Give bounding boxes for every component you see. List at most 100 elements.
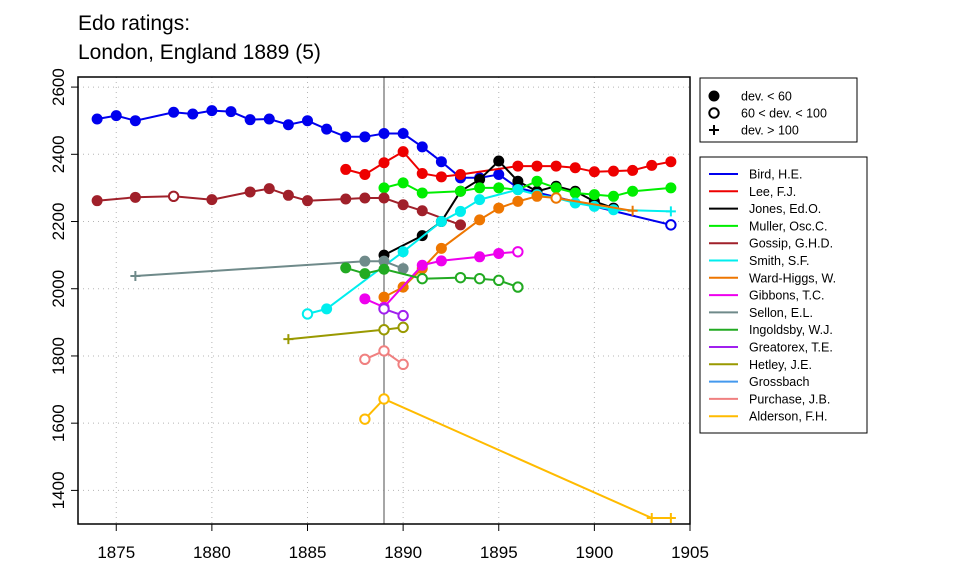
- data-point: [608, 190, 619, 202]
- data-point: [455, 205, 466, 217]
- data-point-open: [473, 272, 486, 285]
- data-point: [588, 189, 600, 201]
- series-3: [378, 175, 677, 202]
- data-point: [588, 166, 600, 178]
- data-point: [455, 185, 466, 197]
- data-point: [512, 195, 524, 207]
- data-point: [263, 183, 275, 195]
- data-point: [665, 156, 677, 168]
- y-tick-label: 2400: [49, 135, 68, 173]
- data-point: [455, 219, 466, 231]
- data-point: [321, 123, 333, 135]
- legend-entry-label: Smith, S.F.: [749, 254, 809, 268]
- data-point-plus: [627, 205, 638, 216]
- data-point: [493, 168, 505, 180]
- series-line: [345, 266, 519, 289]
- data-point: [474, 214, 486, 226]
- marker-legend-label: dev. > 100: [741, 124, 799, 138]
- x-tick-label: 1885: [289, 543, 327, 562]
- data-point-open: [397, 309, 409, 322]
- data-point: [493, 247, 505, 259]
- data-point: [627, 185, 639, 197]
- data-point: [378, 263, 390, 275]
- data-point-open: [708, 107, 720, 119]
- legend-entry-label: Purchase, J.B.: [749, 392, 830, 406]
- data-point-plus: [646, 512, 657, 523]
- data-point: [378, 182, 390, 194]
- series-14: [359, 393, 676, 523]
- data-point: [531, 190, 543, 202]
- data-point: [493, 155, 505, 167]
- data-point: [378, 127, 390, 139]
- series-line: [135, 260, 404, 277]
- data-point: [359, 131, 371, 143]
- data-point-open: [359, 353, 371, 366]
- data-point: [340, 131, 352, 143]
- data-point: [359, 168, 371, 180]
- data-point: [359, 293, 371, 305]
- y-tick-label: 1400: [49, 471, 68, 509]
- series-6: [378, 190, 638, 303]
- legend-entry-label: Lee, F.J.: [749, 185, 796, 199]
- data-point: [416, 187, 428, 199]
- data-point: [665, 182, 677, 194]
- series-13: [359, 345, 409, 371]
- marker-legend-label: dev. < 60: [741, 90, 792, 104]
- data-point: [378, 291, 390, 303]
- data-point-open: [301, 308, 314, 320]
- series-legend: Bird, H.E. Lee, F.J. Jones, Ed.O. Muller, O…: [699, 156, 868, 434]
- legend-entry-label: Ingoldsby, W.J.: [749, 323, 833, 337]
- data-point: [206, 105, 218, 117]
- x-tick-label: 1905: [671, 543, 709, 562]
- data-point: [435, 216, 447, 228]
- y-tick-label: 1800: [49, 337, 68, 375]
- data-point: [110, 110, 122, 122]
- data-point: [416, 167, 428, 179]
- data-point-open: [416, 272, 428, 285]
- data-point: [168, 106, 180, 118]
- data-point-open: [397, 358, 409, 371]
- data-point: [397, 199, 409, 211]
- data-point: [512, 184, 524, 196]
- x-tick-label: 1895: [480, 543, 518, 562]
- data-point-plus: [665, 206, 676, 217]
- legend-entry-label: Ward-Higgs, W.: [749, 271, 836, 285]
- data-point-open: [378, 393, 390, 405]
- data-point: [550, 160, 562, 172]
- data-point-open: [512, 281, 524, 293]
- data-point-plus: [130, 270, 141, 281]
- data-point: [340, 163, 352, 175]
- data-point: [493, 202, 505, 214]
- data-point: [244, 114, 256, 126]
- data-point: [531, 160, 543, 172]
- legend-entry-label: Jones, Ed.O.: [749, 202, 821, 216]
- data-point: [129, 191, 141, 203]
- x-tick-label: 1875: [97, 543, 135, 562]
- data-point: [263, 113, 275, 125]
- data-point: [91, 195, 103, 207]
- data-point-open: [378, 303, 390, 315]
- series-0: [91, 105, 677, 231]
- legend-entry-label: Muller, Osc.C.: [749, 219, 828, 233]
- data-point: [708, 90, 720, 102]
- data-point-plus: [665, 512, 676, 523]
- data-point-open: [378, 345, 390, 357]
- data-point: [531, 175, 543, 187]
- data-point: [435, 242, 447, 254]
- x-tick-label: 1900: [575, 543, 613, 562]
- data-point: [244, 186, 256, 198]
- data-point: [321, 303, 333, 315]
- data-point: [359, 268, 371, 280]
- series-8: [130, 255, 409, 281]
- data-point: [416, 259, 428, 271]
- chart-title-line-1: Edo ratings:: [78, 12, 190, 35]
- data-point: [493, 182, 505, 194]
- data-point-plus: [283, 334, 294, 345]
- marker-legend: dev. < 60 60 < dev. < 100 dev. > 100: [699, 77, 858, 143]
- data-point: [359, 255, 371, 267]
- data-point: [302, 195, 313, 207]
- series-11: [283, 321, 409, 345]
- data-point: [282, 189, 294, 201]
- data-point-open: [454, 271, 467, 284]
- data-point-open: [665, 219, 677, 231]
